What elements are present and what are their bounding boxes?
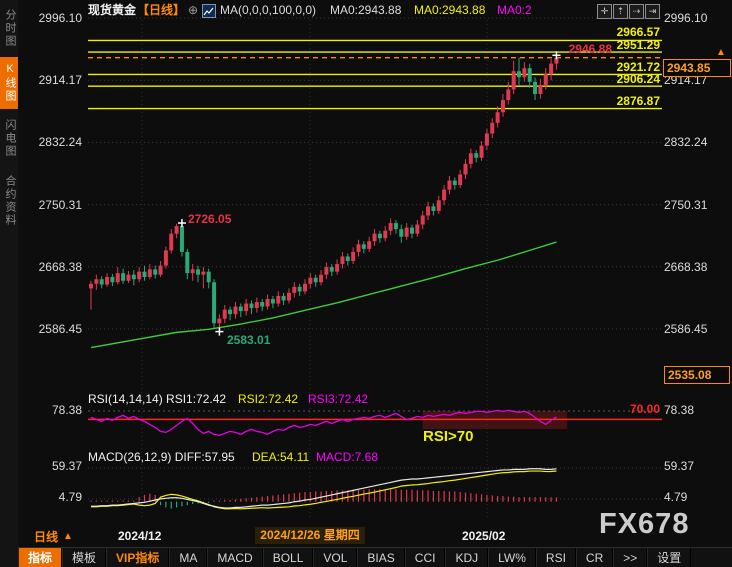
period-dropdown-arrow-icon[interactable]: ▲ <box>63 531 73 542</box>
toolbar-item-rsi[interactable]: RSI <box>535 548 576 567</box>
axis-label-right: 2586.45 <box>664 322 708 336</box>
sidebar-item-contract-info[interactable]: 合约资料 <box>4 175 16 227</box>
sidebar-item-lightning[interactable]: 闪电图 <box>4 118 16 158</box>
rsi2-value: RSI2:72.42 <box>238 392 299 406</box>
rsi-settings-label: RSI(14,14,14) RSI1:72.42 <box>88 392 227 406</box>
rsi3-value: RSI3:72.42 <box>308 392 369 406</box>
range-low-box: 2535.08 <box>664 366 730 384</box>
swing-high-label: 2946.88 <box>568 42 612 56</box>
add-indicator-icon[interactable]: ⊕ <box>188 3 199 17</box>
ma0-value-magenta: MA0:2 <box>497 3 532 17</box>
toolbar-item-settings[interactable]: 设置 <box>647 548 692 567</box>
level-label: 2876.87 <box>616 94 660 108</box>
axis-label-left: 2750.31 <box>38 198 82 212</box>
level-label: 2921.72 <box>616 60 660 74</box>
watermark: FX678 <box>599 508 690 540</box>
toolbar-item-vol[interactable]: VOL <box>313 548 358 567</box>
gridlines-layer <box>88 17 662 518</box>
toolbar-item-macd[interactable]: MACD <box>207 548 263 567</box>
rsi-axis-label-right: 78.38 <box>664 403 695 417</box>
macd-axis-top-left: 59.37 <box>51 459 82 473</box>
rsi-axis-label-left: 78.38 <box>51 403 82 417</box>
period-selector[interactable]: 日线 <box>34 530 59 544</box>
axis-label-right: 2750.31 <box>664 198 708 212</box>
macd-axis-top-right: 59.37 <box>664 459 695 473</box>
sidebar-item-kline[interactable]: K线图 <box>0 57 18 109</box>
toolbar-item-cci[interactable]: CCI <box>404 548 446 567</box>
current-price-box: 2943.85 <box>663 59 731 77</box>
toolbar-item-template[interactable]: 模板 <box>62 548 107 567</box>
x-axis-month-label: 2025/02 <box>462 529 506 543</box>
level-label: 2966.57 <box>616 25 660 39</box>
line-chart-icon[interactable] <box>202 4 216 18</box>
axis-label-left: 2832.24 <box>38 135 82 149</box>
rsi-overbought-level-label: 70.00 <box>630 402 661 416</box>
macd-axis-bottom-left: 4.79 <box>58 490 82 504</box>
trough-price-label: 2583.01 <box>227 333 271 347</box>
axis-label-left: 2914.17 <box>38 73 82 87</box>
toolbar-item-kdj[interactable]: KDJ <box>445 548 489 567</box>
toolbar-item-boll[interactable]: BOLL <box>262 548 314 567</box>
level-label: 2906.24 <box>616 72 660 86</box>
axis-zoom-horizontal-icon[interactable]: ⇢ <box>629 4 644 19</box>
sidebar-item-timeshare[interactable]: 分时图 <box>4 8 16 48</box>
rsi-overbought-note: RSI>70 <box>423 428 474 445</box>
axis-label-right: 2996.10 <box>664 11 708 25</box>
crosshair-date-box: 2024/12/26 星期四 <box>255 527 365 544</box>
dea-value: DEA:54.11 <box>252 450 310 464</box>
peak-price-label: 2726.05 <box>188 212 232 226</box>
axis-label-right: 2832.24 <box>664 135 708 149</box>
ma0-value-yellow: MA0:2943.88 <box>414 3 486 17</box>
ma-settings-label: MA(0,0,0,100,0,0) <box>220 3 317 17</box>
toolbar-item-lw[interactable]: LW% <box>488 548 536 567</box>
axis-scroll-arrow-icon[interactable]: ▲ <box>716 47 726 58</box>
toolbar-item-bias[interactable]: BIAS <box>357 548 405 567</box>
macd-axis-bottom-right: 4.79 <box>664 490 688 504</box>
axis-label-left: 2996.10 <box>38 11 82 25</box>
chart-type-sidebar: 分时图 K线图 闪电图 合约资料 <box>0 0 18 567</box>
indicator-toolbar: 指标 模板 VIP指标 MA MACD BOLL VOL BIAS CCI KD… <box>18 547 732 567</box>
pan-icon[interactable]: ✛ <box>597 4 612 19</box>
toolbar-item-cr[interactable]: CR <box>575 548 614 567</box>
macd-value: MACD:7.68 <box>316 450 379 464</box>
level-label: 2951.29 <box>616 38 660 52</box>
axis-zoom-vertical-icon[interactable]: ⇡ <box>613 4 628 19</box>
macd-indicator-layer <box>90 468 558 510</box>
axis-label-left: 2668.38 <box>38 260 82 274</box>
price-level-lines-layer <box>88 39 662 110</box>
x-axis-month-label: 2024/12 <box>118 529 162 543</box>
toolbar-item-indicator[interactable]: 指标 <box>18 548 63 567</box>
axis-label-left: 2586.45 <box>38 322 82 336</box>
symbol-title: 现货黄金 <box>88 3 137 17</box>
pane-expand-icon[interactable]: ⇥ <box>645 4 660 19</box>
toolbar-item-more[interactable]: >> <box>613 548 648 567</box>
toolbar-item-ma[interactable]: MA <box>169 548 208 567</box>
axis-label-right: 2668.38 <box>664 260 708 274</box>
period-tag[interactable]: 【日线】 <box>137 3 186 17</box>
toolbar-item-vip-indicator[interactable]: VIP指标 <box>106 548 170 567</box>
rsi-indicator-layer <box>88 409 662 437</box>
marker-layer <box>177 51 561 336</box>
ma0-value-white: MA0:2943.88 <box>330 3 402 17</box>
candlestick-layer <box>89 55 559 349</box>
macd-settings-label: MACD(26,12,9) DIFF:57.95 <box>88 450 235 464</box>
